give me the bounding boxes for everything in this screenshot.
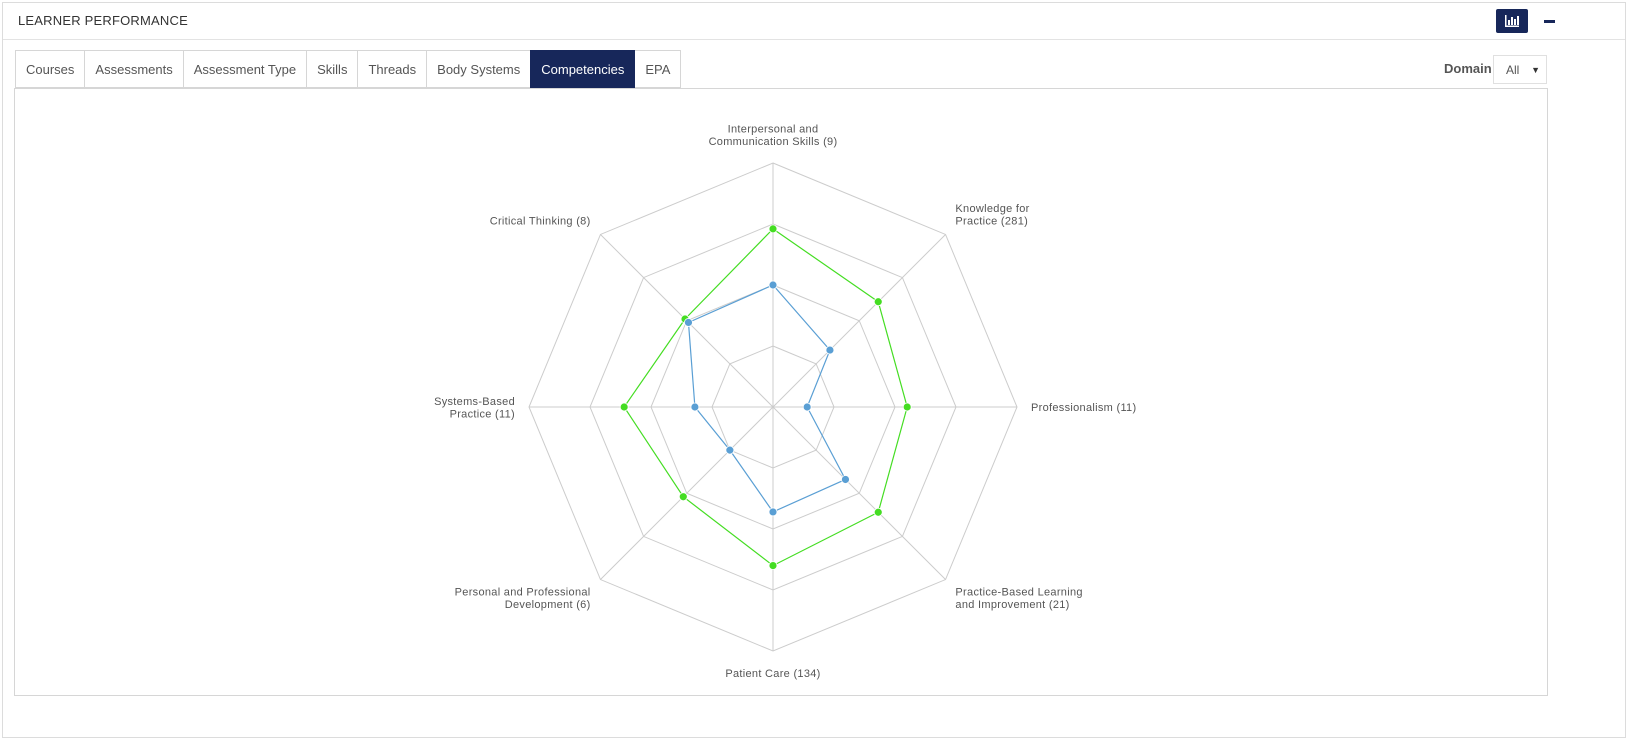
minus-icon xyxy=(1543,19,1555,23)
series-2-point xyxy=(768,507,778,517)
domain-filter-label: Domain xyxy=(1444,61,1492,76)
grid-spoke xyxy=(600,406,774,580)
axis-label: Personal and Professional Development (6) xyxy=(455,586,591,611)
series-1-point xyxy=(873,507,883,517)
series-1-point xyxy=(902,402,912,412)
axis-label: Professionalism (11) xyxy=(1031,402,1136,414)
axis-label: Knowledge for Practice (281) xyxy=(955,203,1029,228)
series-1-point xyxy=(619,402,629,412)
series-1-point xyxy=(678,492,688,502)
series-line-1 xyxy=(623,228,908,567)
axis-label: Patient Care (134) xyxy=(725,668,820,680)
series-2-point xyxy=(841,475,850,484)
axis-label-line: Patient Care (134) xyxy=(725,668,820,680)
chevron-down-icon: ▼ xyxy=(1531,65,1540,75)
series-2-point xyxy=(690,402,700,412)
axis-label-line: Communication Skills (9) xyxy=(709,136,838,148)
tab-competencies[interactable]: Competencies xyxy=(530,50,636,88)
axis-label-line: Practice (11) xyxy=(450,408,515,420)
axis-label: Critical Thinking (8) xyxy=(490,216,591,228)
axis-label-line: Critical Thinking (8) xyxy=(490,216,591,228)
series-2-point xyxy=(725,445,735,455)
axis-label-line: Professionalism (11) xyxy=(1031,402,1136,414)
axis-label-line: Knowledge for xyxy=(955,203,1029,215)
series-line-2 xyxy=(687,284,847,513)
axis-label-line: and Improvement (21) xyxy=(955,599,1069,611)
panel-header: LEARNER PERFORMANCE xyxy=(3,3,1625,40)
axis-label: Practice-Based Learning and Improvement (… xyxy=(955,586,1082,611)
bar-chart-icon xyxy=(1505,15,1519,27)
series-2-point xyxy=(825,345,835,355)
chart-area: Interpersonal and Communication Skills (9… xyxy=(14,88,1548,696)
domain-select[interactable]: All ▼ xyxy=(1493,55,1547,84)
radar-chart: Interpersonal and Communication Skills (9… xyxy=(434,124,1136,681)
tab-assessments[interactable]: Assessments xyxy=(84,50,184,88)
chart-view-button[interactable] xyxy=(1496,9,1528,33)
tab-skills[interactable]: Skills xyxy=(306,50,359,88)
axis-label: Systems-Based Practice (11) xyxy=(434,396,515,421)
series-1-point xyxy=(768,224,778,234)
domain-select-value: All xyxy=(1506,62,1520,77)
axis-label-line: Systems-Based xyxy=(434,396,515,408)
panel-title: LEARNER PERFORMANCE xyxy=(18,13,188,28)
axis-label: Interpersonal and Communication Skills (9… xyxy=(709,124,838,149)
tab-bar: Courses Assessments Assessment Type Skills T… xyxy=(15,50,682,88)
axis-label-line: Interpersonal and xyxy=(728,124,819,136)
tab-threads[interactable]: Threads xyxy=(357,50,428,88)
series-2-point xyxy=(802,402,812,412)
grid-spoke xyxy=(772,234,946,408)
series-1-point xyxy=(873,297,883,307)
series-2-point xyxy=(768,280,778,290)
grid-spoke xyxy=(772,406,946,580)
axis-label-line: Practice (281) xyxy=(955,216,1028,228)
axis-label-line: Personal and Professional xyxy=(455,586,591,598)
tab-courses[interactable]: Courses xyxy=(15,50,86,88)
series-2-point xyxy=(684,318,693,327)
tab-assessment-type[interactable]: Assessment Type xyxy=(182,50,308,88)
collapse-button[interactable] xyxy=(1541,12,1557,30)
axis-label-line: Practice-Based Learning xyxy=(955,586,1082,598)
series-1-point xyxy=(768,561,778,571)
axis-label-line: Development (6) xyxy=(505,599,591,611)
tab-epa[interactable]: EPA xyxy=(634,50,682,88)
tab-body-systems[interactable]: Body Systems xyxy=(426,50,532,88)
